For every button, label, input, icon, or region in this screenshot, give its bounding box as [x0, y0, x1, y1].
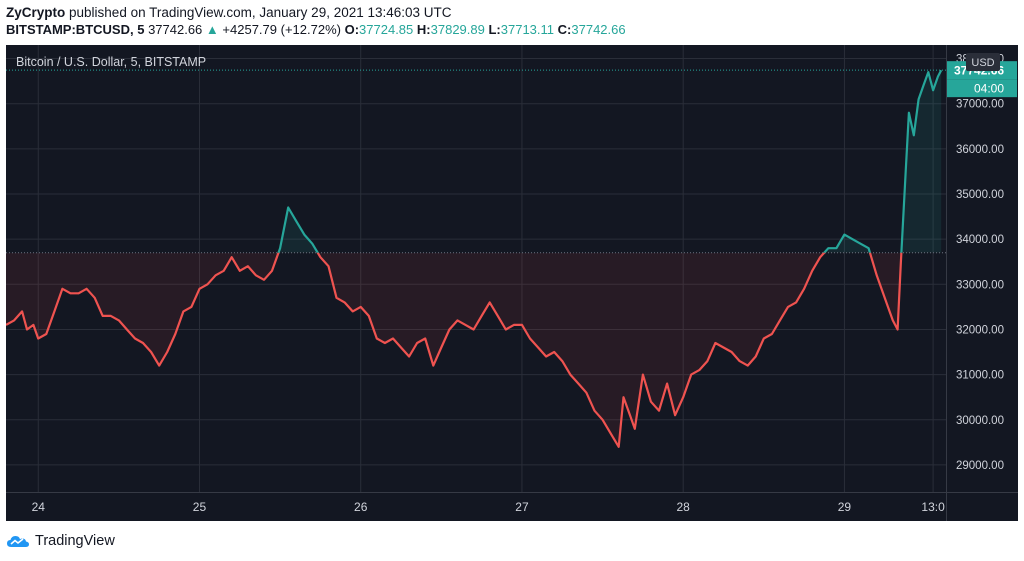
- currency-label: USD: [971, 57, 994, 69]
- high-value: 37829.89: [430, 22, 485, 37]
- chart-background: [6, 45, 1018, 521]
- high-label: H:: [416, 22, 431, 37]
- y-tick-label: 34000.00: [956, 234, 1004, 246]
- countdown-tag: [947, 79, 1017, 98]
- price-chart[interactable]: 38000.0037000.0036000.0035000.0034000.00…: [6, 45, 1018, 521]
- open-value: 37724.85: [359, 22, 414, 37]
- chart-title: Bitcoin / U.S. Dollar, 5, BITSTAMP: [16, 55, 206, 69]
- last-price: 37742.66: [148, 22, 203, 37]
- series-line-below-baseline: [6, 252, 903, 448]
- close-label: C:: [557, 22, 572, 37]
- publish-text: published on TradingView.com, January 29…: [69, 5, 452, 20]
- publish-info: ZyCrypto published on TradingView.com, J…: [6, 5, 452, 20]
- y-tick-label: 29000.00: [956, 460, 1004, 472]
- x-tick-label: 25: [193, 500, 207, 514]
- y-tick-label: 31000.00: [956, 370, 1004, 382]
- tradingview-logo-text[interactable]: TradingView: [35, 533, 115, 549]
- footer: TradingView: [6, 533, 115, 549]
- y-tick-label: 32000.00: [956, 324, 1004, 336]
- x-tick-label: 29: [838, 500, 852, 514]
- y-tick-label: 35000.00: [956, 189, 1004, 201]
- y-tick-label: 33000.00: [956, 279, 1004, 291]
- y-tick-label: 37000.00: [956, 99, 1004, 111]
- x-tick-label: 28: [677, 500, 691, 514]
- countdown-label: 04:00: [974, 82, 1004, 96]
- open-label: O:: [344, 22, 360, 37]
- x-tick-label: 27: [515, 500, 529, 514]
- area-below-baseline: [6, 252, 942, 447]
- x-tick-label: 13:0: [921, 500, 945, 514]
- publisher-name[interactable]: ZyCrypto: [6, 5, 66, 20]
- y-tick-label: 30000.00: [956, 415, 1004, 427]
- x-tick-label: 26: [354, 500, 368, 514]
- change-value: +4257.79 (+12.72%): [222, 22, 341, 37]
- currency-badge[interactable]: USD: [966, 53, 1000, 71]
- price-series-layer: [6, 69, 943, 448]
- close-value: 37742.66: [571, 22, 626, 37]
- tradingview-cloud-icon: [7, 536, 29, 547]
- arrow-up-icon: ▲: [205, 22, 219, 37]
- low-value: 37713.11: [500, 22, 555, 37]
- y-tick-label: 36000.00: [956, 144, 1004, 156]
- grid-layer: [6, 45, 946, 492]
- x-tick-label: 24: [32, 500, 46, 514]
- baseline-fill-layer: [6, 70, 946, 447]
- quote-legend: BITSTAMP:BTCUSD, 5 37742.66 ▲ +4257.79 (…: [6, 22, 626, 37]
- low-label: L:: [488, 22, 501, 37]
- symbol-label: BITSTAMP:BTCUSD, 5: [6, 22, 145, 37]
